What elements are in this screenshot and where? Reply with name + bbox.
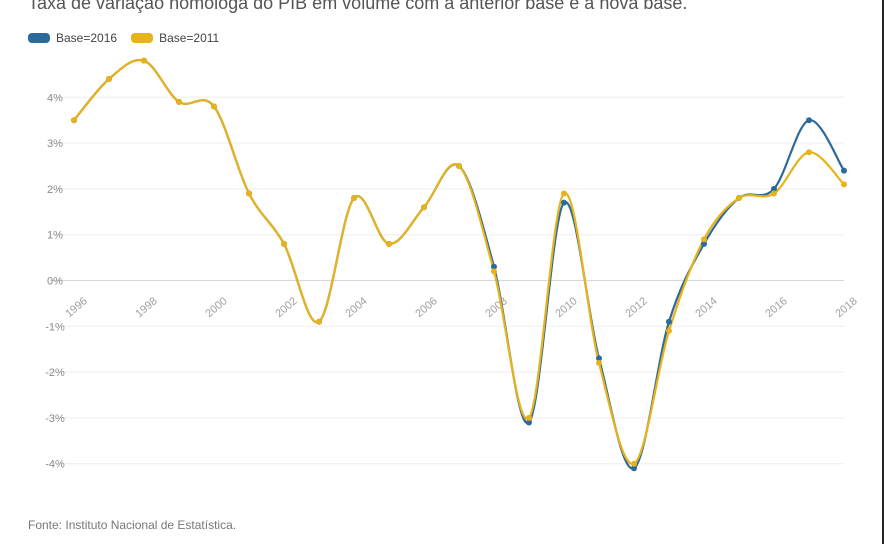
source-note: Fonte: Instituto Nacional de Estatística… xyxy=(28,518,237,532)
x-tick-label: 1998 xyxy=(133,295,159,320)
data-point-base-2011-2018[interactable] xyxy=(841,181,847,188)
y-tick-label: 3% xyxy=(47,138,63,150)
data-point-base-2011-2003[interactable] xyxy=(316,318,322,325)
data-point-base-2011-1996[interactable] xyxy=(71,117,77,124)
series-line-base-2011 xyxy=(73,58,845,465)
data-point-base-2011-2000[interactable] xyxy=(211,103,217,110)
data-point-base-2011-2008[interactable] xyxy=(491,268,497,275)
x-tick-label: 2008 xyxy=(483,295,509,320)
data-point-base-2016-2011[interactable] xyxy=(596,355,602,362)
series-points xyxy=(71,57,847,472)
data-point-base-2016-2014[interactable] xyxy=(701,240,707,247)
x-tick-label: 1996 xyxy=(63,295,89,320)
legend-item-base-2016[interactable]: Base=2016 xyxy=(28,31,117,45)
data-point-base-2016-2010[interactable] xyxy=(561,199,567,206)
data-point-base-2011-2011[interactable] xyxy=(596,359,602,366)
x-tick-label: 2000 xyxy=(203,295,229,320)
chart-title: Taxa de variação homóloga do PIB em volu… xyxy=(28,0,688,13)
legend-label-base-2016: Base=2016 xyxy=(56,31,118,45)
data-point-base-2011-1999[interactable] xyxy=(176,98,182,105)
data-point-base-2011-2006[interactable] xyxy=(421,204,427,211)
data-point-base-2011-2001[interactable] xyxy=(246,190,252,197)
x-axis-ticks: 1996 1998 2000 2002 2004 2006 2008 2010 2012 2014… xyxy=(63,295,859,320)
y-tick-label: 4% xyxy=(47,92,63,104)
data-point-base-2011-2004[interactable] xyxy=(351,195,357,202)
data-point-base-2011-2005[interactable] xyxy=(386,240,392,247)
grid xyxy=(50,96,844,465)
x-tick-label: 2006 xyxy=(413,295,439,320)
data-point-base-2011-2009[interactable] xyxy=(526,414,532,421)
series-line-base-2016 xyxy=(73,58,845,470)
x-tick-label: 2012 xyxy=(623,295,649,320)
legend-label-base-2011: Base=2011 xyxy=(159,31,220,45)
data-point-base-2011-2010[interactable] xyxy=(561,190,567,197)
legend: Base=2016 Base=2011 xyxy=(28,31,219,45)
y-tick-label: -1% xyxy=(45,321,65,333)
y-tick-label: 0% xyxy=(47,276,63,288)
data-point-base-2011-2015[interactable] xyxy=(736,195,742,202)
data-point-base-2011-2016[interactable] xyxy=(771,190,777,197)
x-tick-label: 2010 xyxy=(553,295,579,320)
data-point-base-2011-1997[interactable] xyxy=(106,75,112,82)
x-tick-label: 2016 xyxy=(763,295,789,320)
x-tick-label: 2018 xyxy=(833,295,859,320)
y-tick-label: -3% xyxy=(45,413,65,425)
y-tick-label: 1% xyxy=(47,230,63,242)
y-axis-ticks: 4% 3% 2% 1% 0% -1% -2% -3% -4% xyxy=(45,92,65,470)
data-point-base-2011-2017[interactable] xyxy=(806,149,812,156)
frame-edge xyxy=(882,0,884,544)
y-tick-label: -2% xyxy=(45,367,65,379)
data-point-base-2016-2017[interactable] xyxy=(806,117,812,124)
legend-item-base-2011[interactable]: Base=2011 xyxy=(131,31,219,45)
data-point-base-2011-2007[interactable] xyxy=(456,163,462,169)
series-lines xyxy=(73,58,845,470)
legend-swatch-base-2011 xyxy=(131,33,154,43)
data-point-base-2016-2008[interactable] xyxy=(491,263,497,270)
legend-swatch-base-2016 xyxy=(28,33,50,43)
data-point-base-2016-2013[interactable] xyxy=(666,318,672,325)
y-tick-label: -4% xyxy=(45,459,65,471)
data-point-base-2011-2002[interactable] xyxy=(281,240,287,247)
x-tick-label: 2004 xyxy=(343,295,369,320)
data-point-base-2016-2012[interactable] xyxy=(631,465,637,472)
y-tick-label: 2% xyxy=(47,184,63,196)
x-tick-label: 2014 xyxy=(693,295,719,320)
data-point-base-2011-2014[interactable] xyxy=(701,236,707,243)
data-point-base-2016-2016[interactable] xyxy=(771,185,777,192)
data-point-base-2016-2018[interactable] xyxy=(841,167,847,174)
data-point-base-2011-1998[interactable] xyxy=(141,57,147,64)
x-tick-label: 2002 xyxy=(273,295,299,320)
data-point-base-2011-2013[interactable] xyxy=(666,327,672,334)
data-point-base-2011-2012[interactable] xyxy=(631,460,637,467)
data-point-base-2016-2009[interactable] xyxy=(526,419,532,426)
